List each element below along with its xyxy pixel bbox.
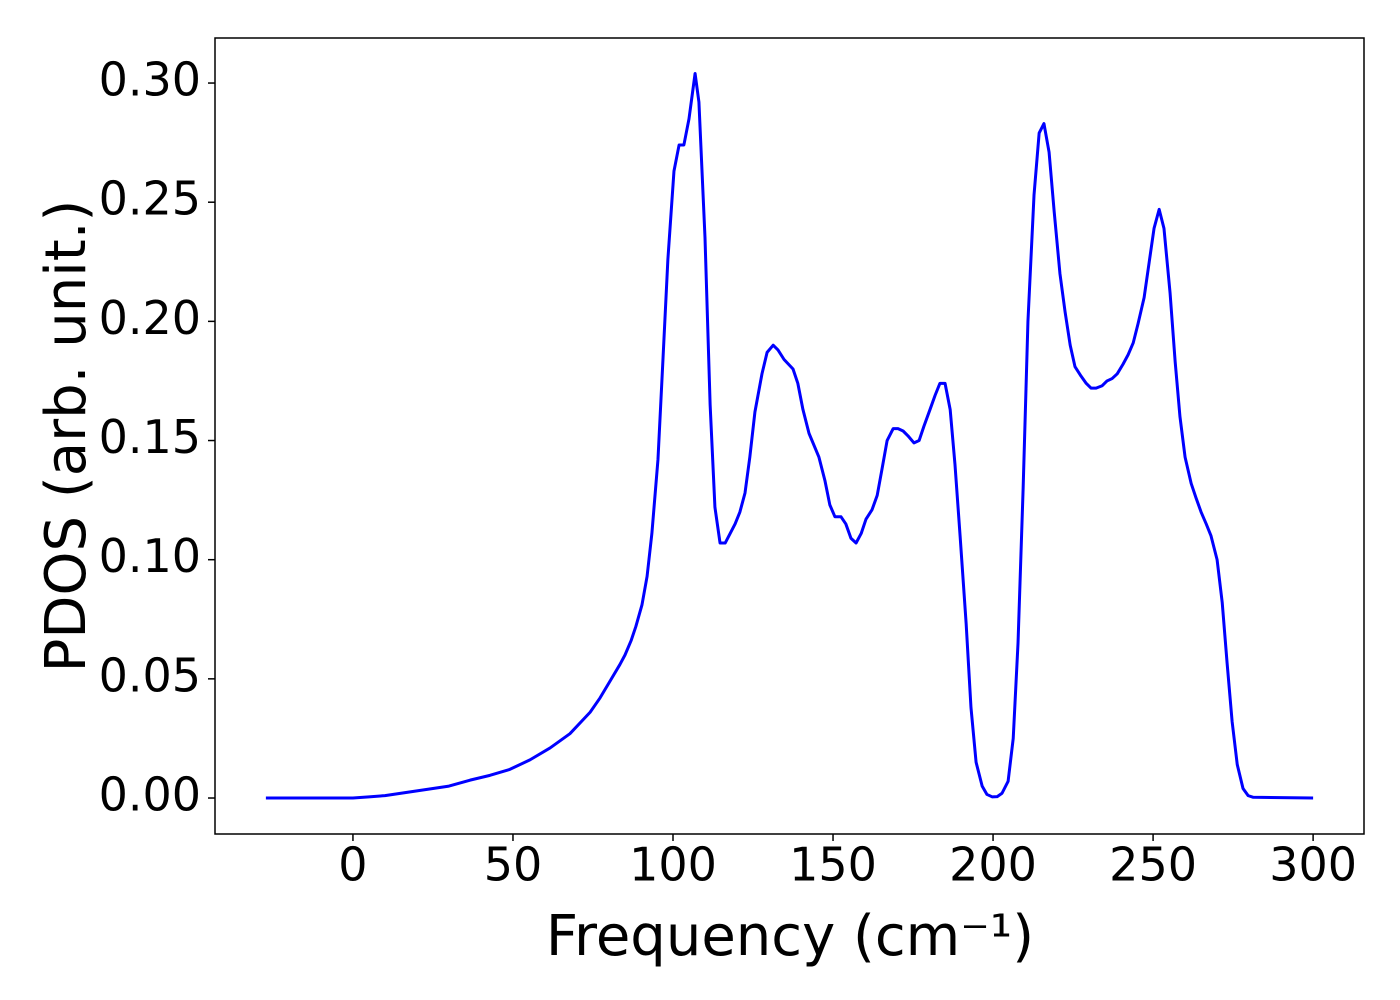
y-tick-label: 0.00 bbox=[99, 768, 201, 822]
y-tick-label: 0.15 bbox=[99, 410, 201, 464]
y-axis-label: PDOS (arb. unit.) bbox=[34, 200, 99, 673]
y-tick-label: 0.20 bbox=[99, 291, 201, 345]
y-tick-label: 0.30 bbox=[99, 53, 201, 107]
x-tick-label: 100 bbox=[629, 838, 717, 892]
x-axis-label: Frequency (cm⁻¹) bbox=[546, 904, 1034, 969]
x-tick-label: 250 bbox=[1109, 838, 1197, 892]
x-tick-label: 50 bbox=[484, 838, 543, 892]
x-tick-label: 300 bbox=[1269, 838, 1357, 892]
x-tick-label: 0 bbox=[338, 838, 367, 892]
data-line bbox=[265, 72, 1314, 800]
y-tick-label: 0.05 bbox=[99, 648, 201, 702]
y-tick-label: 0.25 bbox=[99, 172, 201, 226]
plot-frame bbox=[214, 37, 1365, 835]
x-tick-label: 150 bbox=[789, 838, 877, 892]
y-tick-label: 0.10 bbox=[99, 529, 201, 583]
x-tick-label: 200 bbox=[949, 838, 1037, 892]
